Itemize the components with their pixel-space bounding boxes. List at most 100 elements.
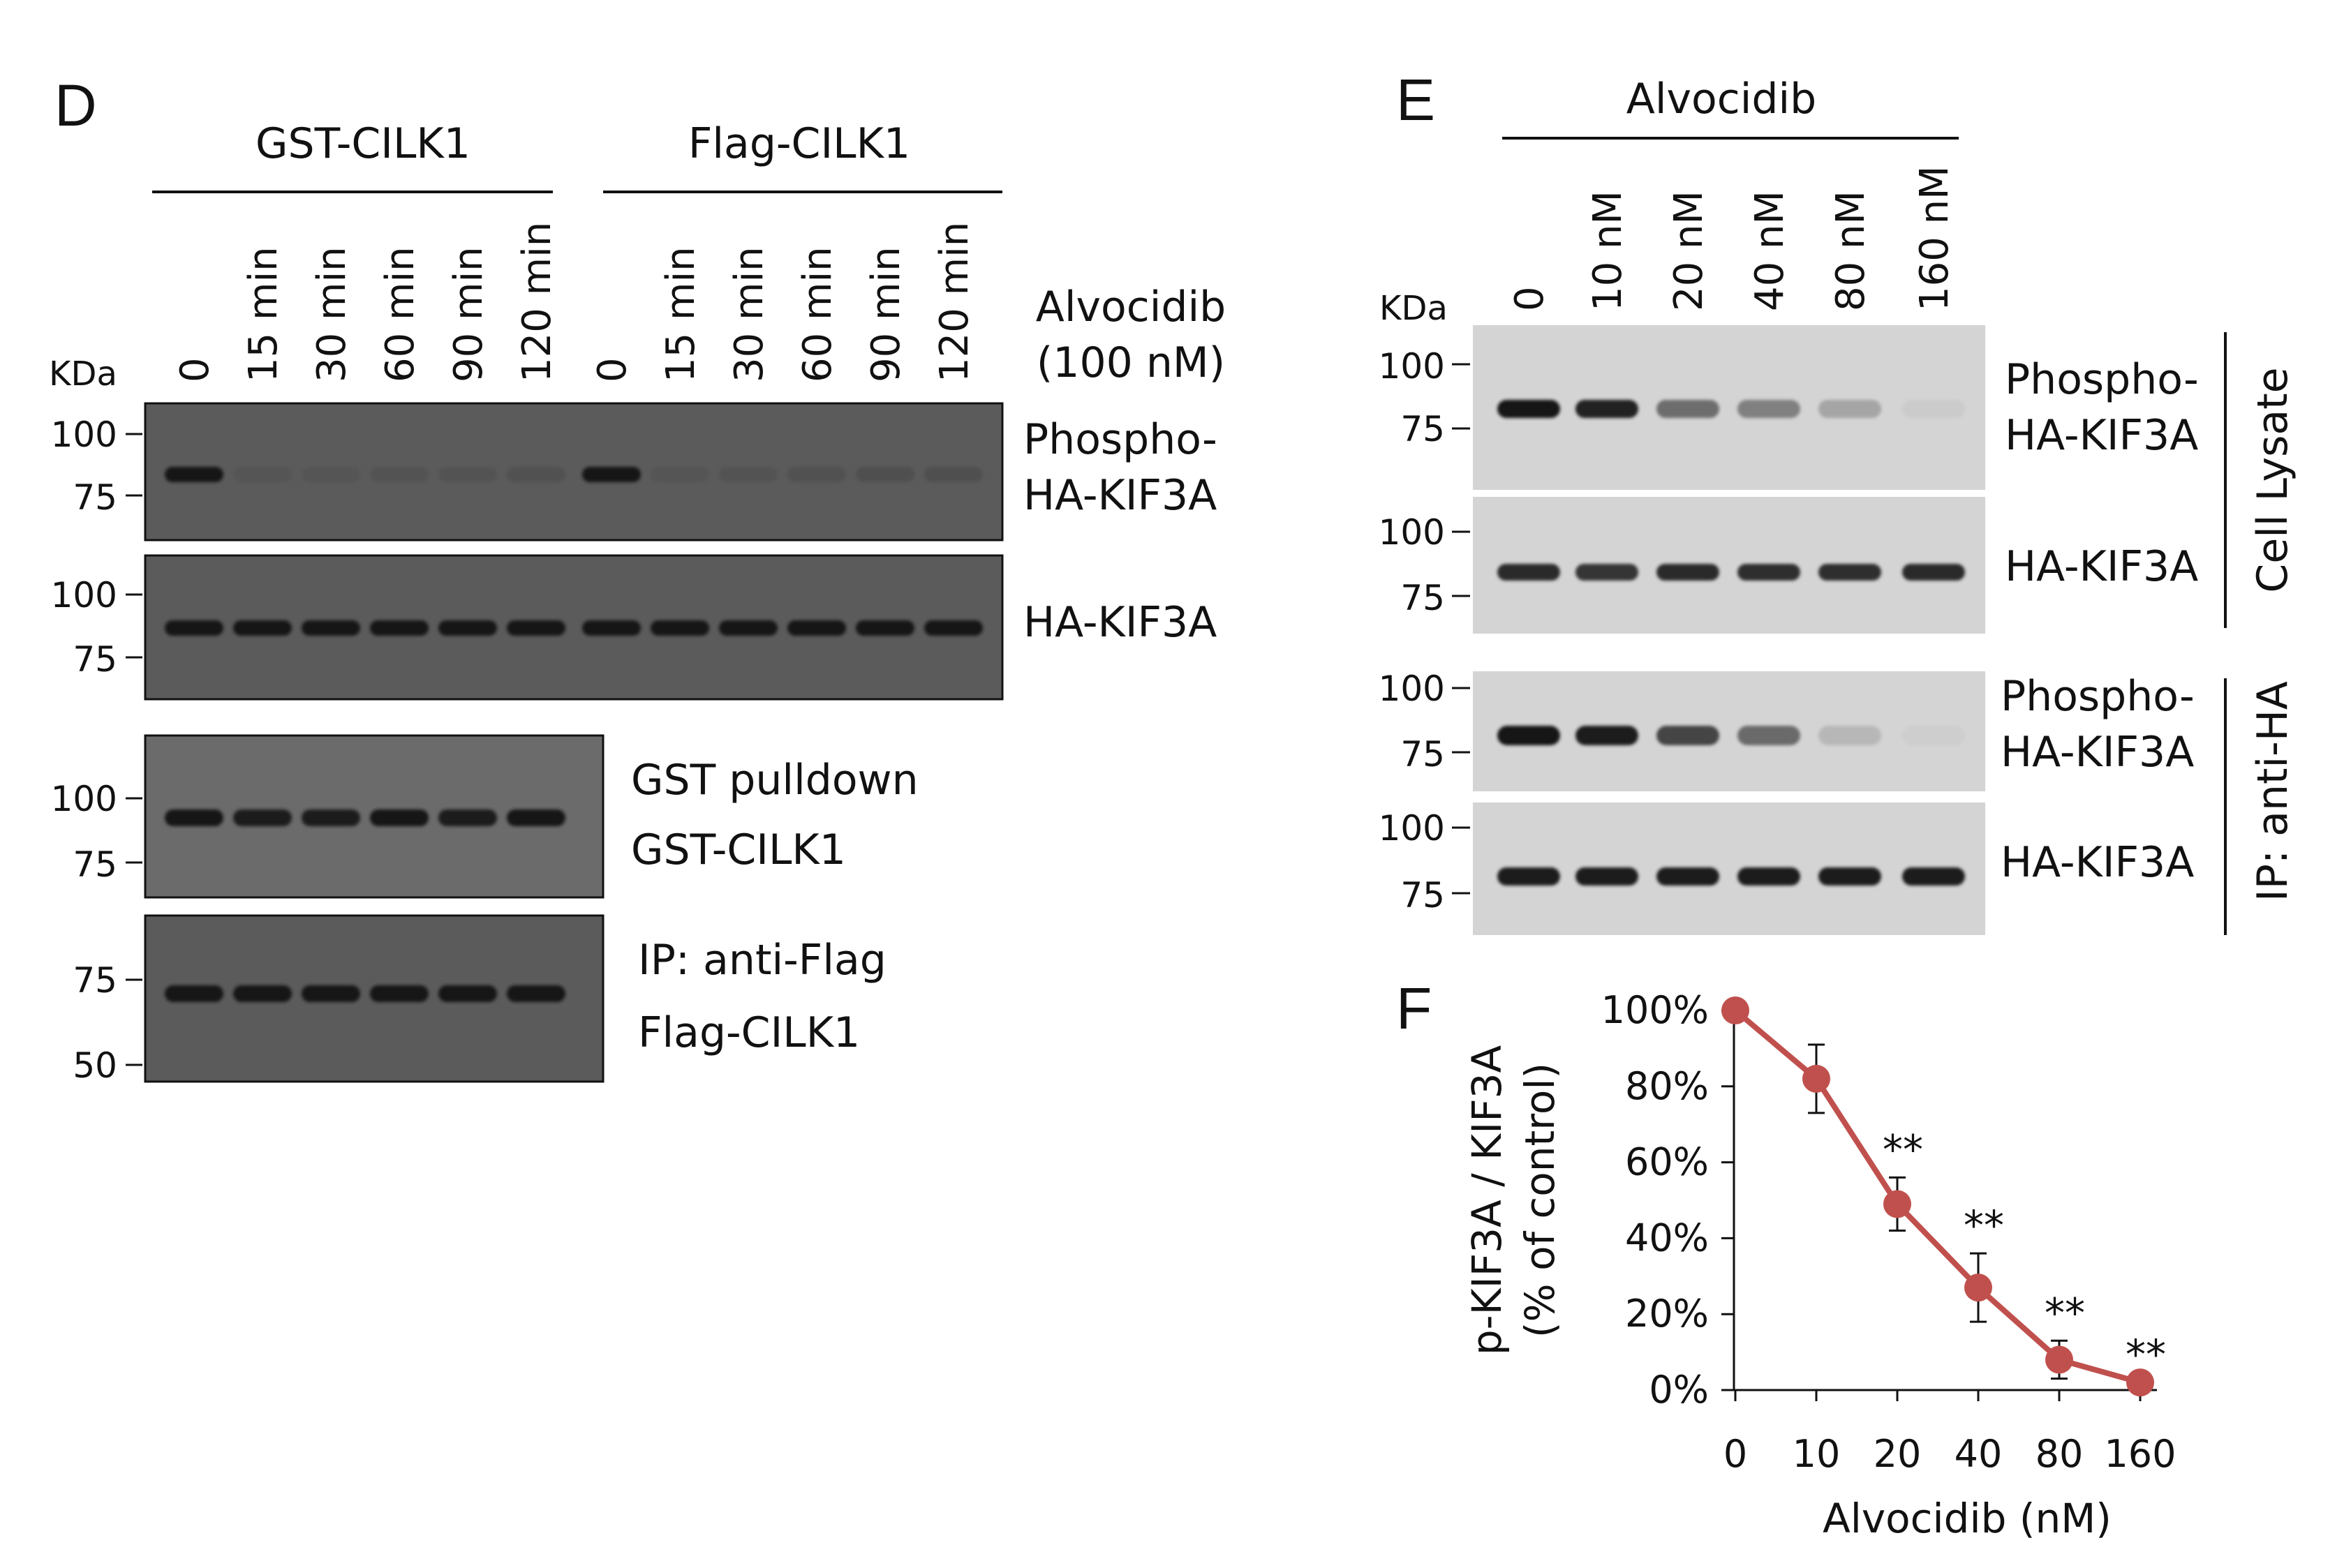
panel-d-letter: D xyxy=(54,73,97,138)
chart-x-tick-label: 0 xyxy=(1723,1432,1747,1476)
panel-e-band-lysate-total xyxy=(1737,564,1800,581)
panel-e-band-lysate-phospho xyxy=(1902,400,1965,418)
chart-y-tick-label: 60% xyxy=(1625,1140,1709,1184)
panel-d-blot3-marker-75: 75 xyxy=(73,844,117,885)
panel-e-band-ip-phospho xyxy=(1575,726,1638,745)
panel-d-band-gst xyxy=(165,809,223,826)
panel-d-band-flag xyxy=(233,985,292,1002)
panel-e-band-lysate-phospho xyxy=(1575,400,1638,418)
panel-d-band-total xyxy=(370,620,429,636)
panel-d-band-gst xyxy=(302,809,360,826)
panel-e-band-ip-total xyxy=(1656,867,1719,886)
panel-d-lane-label: 90 min xyxy=(863,246,909,382)
chart-x-tick-label: 80 xyxy=(2035,1432,2084,1476)
panel-d-bands-total xyxy=(165,620,983,636)
panel-e-ip-label: IP: anti-HA xyxy=(2248,681,2297,902)
chart-y-tick-label: 80% xyxy=(1625,1064,1709,1108)
panel-e-band-ip-phospho xyxy=(1497,726,1560,745)
panel-e-band-lysate-total xyxy=(1656,564,1719,581)
panel-e-blot1-label-line1: Phospho- xyxy=(2005,355,2199,404)
panel-d-band-total xyxy=(507,620,565,636)
panel-d-blot3-label-line2: GST-CILK1 xyxy=(631,826,846,874)
panel-d-band-phospho xyxy=(370,467,429,482)
panel-d-blot1-marker-75: 75 xyxy=(73,477,117,518)
chart-points xyxy=(1721,996,2154,1397)
panel-d-band-total xyxy=(233,620,292,636)
chart-significance-mark: ** xyxy=(2045,1289,2085,1336)
panel-d-blot3-label-line1: GST pulldown xyxy=(631,756,919,805)
panel-d-group-flag-label: Flag-CILK1 xyxy=(688,119,910,168)
panel-d-bands-phospho xyxy=(165,467,983,482)
panel-d-bands-flag xyxy=(165,985,565,1002)
panel-d-band-phospho xyxy=(856,467,914,482)
panel-d: D GST-CILK1 Flag-CILK1 0 15 min 30 min 60 m… xyxy=(49,73,1226,1086)
panel-d-band-gst xyxy=(370,809,429,826)
chart-xlabel: Alvocidib (nM) xyxy=(1823,1495,2112,1542)
chart-series-line xyxy=(1733,1008,2142,1385)
chart-ylabel-line1: p-KIF3A / KIF3A xyxy=(1463,1045,1511,1356)
panel-e-bands-lysate-phospho xyxy=(1497,400,1965,418)
panel-d-band-total xyxy=(582,620,641,636)
panel-e-lane-labels: 0 10 nM 20 nM 40 nM 80 nM 160 nM xyxy=(1507,166,1957,312)
panel-d-band-phospho xyxy=(651,467,709,482)
panel-d-blot1-label-line1: Phospho- xyxy=(1023,415,1217,464)
panel-f: F p-KIF3A / KIF3A (% of control) 0% 20% 40… xyxy=(1396,976,2176,1542)
panel-e-band-ip-phospho xyxy=(1818,726,1881,745)
panel-e-blot4-marker-100: 100 xyxy=(1379,808,1445,849)
panel-d-band-phospho xyxy=(787,467,846,482)
panel-d-blot4-marker-50: 50 xyxy=(73,1045,117,1086)
panel-d-lane-label: 60 min xyxy=(795,246,840,382)
panel-e-drug-label: Alvocidib xyxy=(1626,75,1816,124)
panel-e-band-lysate-total xyxy=(1902,564,1965,581)
panel-d-lane-label: 30 min xyxy=(727,246,772,382)
panel-d-group-gst-label: GST-CILK1 xyxy=(255,119,470,168)
panel-e-lane-label: 0 xyxy=(1507,286,1552,311)
chart-x-tick-label: 40 xyxy=(1955,1432,2003,1476)
chart-y-tick-label: 0% xyxy=(1649,1368,1709,1412)
panel-d-blot4-label-line1: IP: anti-Flag xyxy=(638,936,887,985)
panel-e-band-ip-phospho xyxy=(1902,726,1965,745)
panel-d-lane-label: 0 xyxy=(172,357,218,382)
panel-d-band-total xyxy=(302,620,360,636)
panel-e-letter: E xyxy=(1396,67,1435,133)
panel-d-band-phospho xyxy=(507,467,565,482)
panel-d-band-phospho xyxy=(582,467,641,482)
panel-e-band-ip-total xyxy=(1575,867,1638,886)
chart-x-tick-label: 10 xyxy=(1793,1432,1841,1476)
panel-e-cell-lysate-label: Cell Lysate xyxy=(2248,367,2297,592)
chart-significance-mark: ** xyxy=(2126,1331,2166,1378)
panel-d-band-gst xyxy=(438,809,497,826)
panel-d-blot2-marker-75: 75 xyxy=(73,639,117,680)
panel-d-band-total xyxy=(438,620,497,636)
chart-y-tick-label: 40% xyxy=(1625,1216,1709,1260)
panel-d-band-flag xyxy=(438,985,497,1002)
panel-e-blot1-marker-100: 100 xyxy=(1379,346,1445,387)
chart-y-tick-label: 100% xyxy=(1601,988,1709,1032)
panel-d-bands-gst xyxy=(165,809,565,826)
panel-e-bands-lysate-total xyxy=(1497,564,1965,581)
panel-e-blot2-label: HA-KIF3A xyxy=(2005,542,2198,591)
panel-d-lane-label: 15 min xyxy=(658,246,704,382)
panel-e-lane-label: 80 nM xyxy=(1828,191,1874,311)
panel-e-band-lysate-total xyxy=(1818,564,1881,581)
chart-errorbars xyxy=(1808,1043,2068,1380)
panel-e-blot3-label-line1: Phospho- xyxy=(2001,672,2195,721)
panel-d-lane-label: 120 min xyxy=(514,222,560,382)
chart-x-tick-label: 20 xyxy=(1874,1432,1922,1476)
chart-point xyxy=(2126,1368,2154,1397)
panel-e-band-lysate-phospho xyxy=(1818,400,1881,418)
panel-d-band-phospho xyxy=(302,467,360,482)
panel-d-lane-label: 0 xyxy=(590,357,635,382)
panel-e-band-ip-total xyxy=(1497,867,1560,886)
panel-d-band-total xyxy=(924,620,983,636)
panel-e-bands-ip-phospho xyxy=(1497,726,1965,745)
panel-e: E Alvocidib 0 10 nM 20 nM 40 nM 80 nM 160 nM … xyxy=(1379,67,2297,935)
panel-d-band-phospho xyxy=(233,467,292,482)
panel-d-kda-label: KDa xyxy=(49,354,117,394)
panel-d-band-phospho xyxy=(924,467,983,482)
panel-d-blot1-label-line2: HA-KIF3A xyxy=(1023,471,1217,520)
panel-d-band-gst xyxy=(507,809,565,826)
chart-x-ticks: 0 10 20 40 80 160 xyxy=(1723,1390,2176,1476)
panel-d-treatment-line1: Alvocidib xyxy=(1036,283,1226,331)
panel-d-lane-label: 15 min xyxy=(241,246,286,382)
